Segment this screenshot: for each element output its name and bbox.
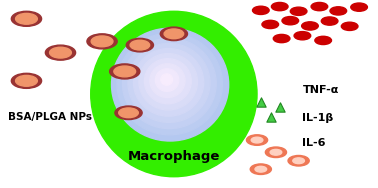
Circle shape [302, 22, 318, 30]
Circle shape [126, 38, 153, 52]
Circle shape [91, 36, 113, 47]
Circle shape [119, 108, 138, 118]
Circle shape [250, 164, 271, 174]
Circle shape [253, 6, 269, 14]
Ellipse shape [161, 74, 172, 85]
Circle shape [15, 13, 37, 24]
Circle shape [321, 17, 338, 25]
Circle shape [115, 106, 142, 120]
Circle shape [290, 7, 307, 15]
Ellipse shape [133, 49, 204, 116]
Text: BSA/PLGA NPs: BSA/PLGA NPs [8, 111, 91, 122]
Circle shape [246, 135, 268, 145]
Circle shape [273, 34, 290, 43]
Circle shape [130, 40, 150, 50]
Circle shape [15, 75, 37, 86]
Text: Macrophage: Macrophage [128, 149, 220, 163]
Circle shape [110, 64, 140, 79]
Circle shape [251, 137, 263, 143]
Ellipse shape [139, 54, 197, 110]
Point [268, 115, 274, 118]
Text: IL-1β: IL-1β [302, 113, 334, 124]
Circle shape [271, 2, 288, 11]
Circle shape [262, 20, 279, 29]
Circle shape [265, 147, 287, 158]
Ellipse shape [144, 59, 191, 104]
Text: TNF-α: TNF-α [302, 85, 339, 95]
Circle shape [255, 166, 266, 172]
Point [277, 106, 283, 109]
Circle shape [293, 158, 304, 164]
Ellipse shape [117, 33, 222, 135]
Point [258, 100, 264, 103]
Circle shape [311, 2, 328, 11]
Circle shape [11, 11, 42, 26]
Circle shape [50, 47, 71, 58]
Circle shape [315, 36, 332, 45]
Circle shape [160, 27, 187, 41]
Circle shape [11, 73, 42, 88]
Ellipse shape [128, 43, 210, 122]
Text: IL-6: IL-6 [302, 138, 326, 148]
Circle shape [270, 149, 282, 155]
Circle shape [351, 3, 367, 11]
Circle shape [45, 45, 76, 60]
Ellipse shape [112, 28, 229, 141]
Circle shape [288, 155, 309, 166]
Ellipse shape [150, 64, 185, 98]
Circle shape [164, 29, 184, 39]
Ellipse shape [91, 11, 257, 177]
Circle shape [294, 32, 311, 40]
Circle shape [114, 66, 136, 77]
Ellipse shape [122, 38, 216, 129]
Circle shape [330, 7, 347, 15]
Circle shape [282, 17, 299, 25]
Ellipse shape [155, 69, 179, 91]
Circle shape [341, 22, 358, 30]
Circle shape [87, 34, 117, 49]
